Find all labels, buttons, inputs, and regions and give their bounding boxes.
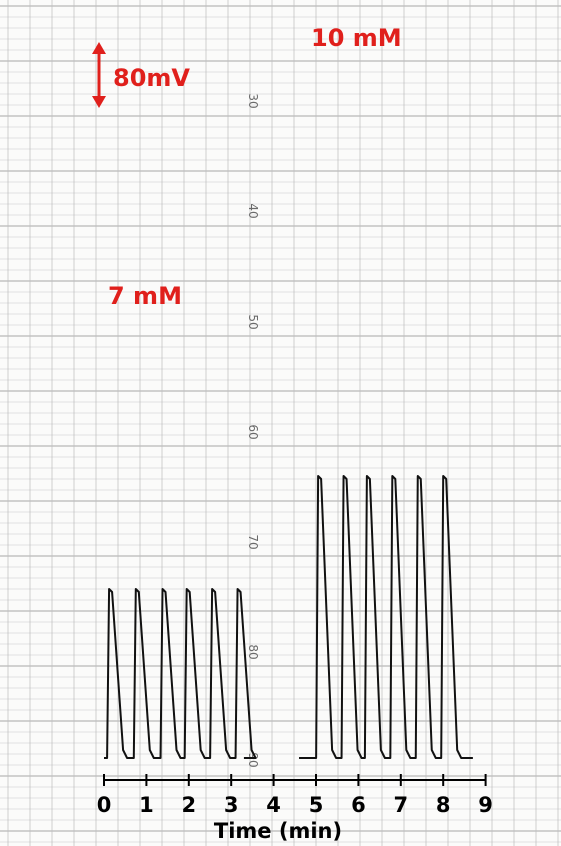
paper-scale-label: 80	[246, 644, 260, 659]
x-tick-label: 5	[309, 793, 324, 817]
x-tick-label: 6	[351, 793, 366, 817]
paper-scale-label: 90	[246, 752, 260, 767]
x-tick-label: 2	[181, 793, 196, 817]
paper-scale-label: 30	[246, 93, 260, 108]
x-tick-label: 4	[266, 793, 281, 817]
x-tick-label: 1	[139, 793, 154, 817]
x-tick-label: 3	[224, 793, 239, 817]
series-label-7mm: 7 mM	[108, 282, 182, 310]
x-tick-label: 7	[393, 793, 408, 817]
trace-series-0	[104, 588, 257, 759]
trace-series-1	[299, 475, 473, 759]
scale-bar-arrow-up-icon	[92, 42, 106, 54]
x-tick-label: 8	[436, 793, 451, 817]
x-axis: 0 1 2 3 4 5 6 7 8 9	[97, 774, 493, 817]
series-label-10mm: 10 mM	[311, 24, 402, 52]
scale-bar: 80mV	[92, 42, 190, 108]
scale-bar-label: 80mV	[113, 64, 190, 92]
x-tick-label: 9	[478, 793, 493, 817]
paper-scale-label: 50	[246, 314, 260, 329]
x-axis-title: Time (min)	[214, 819, 342, 843]
paper-scale-labels: 30 40 50 60 70 80 90	[246, 93, 260, 767]
traces	[104, 475, 473, 759]
scale-bar-arrow-down-icon	[92, 96, 106, 108]
x-tick-label: 0	[97, 793, 112, 817]
paper-scale-label: 70	[246, 534, 260, 549]
paper-scale-label: 40	[246, 203, 260, 218]
paper-scale-label: 60	[246, 424, 260, 439]
